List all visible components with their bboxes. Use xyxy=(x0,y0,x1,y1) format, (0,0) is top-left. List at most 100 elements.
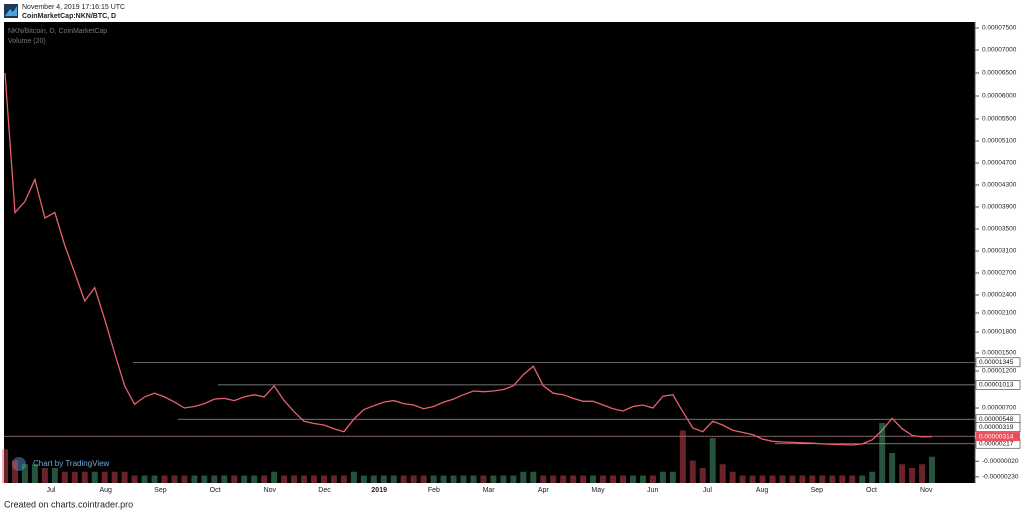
volume-bar xyxy=(241,475,248,483)
logo xyxy=(4,4,18,18)
level-label: 0.00000217 xyxy=(979,440,1014,447)
volume-bar xyxy=(570,475,577,483)
volume-bar xyxy=(540,475,547,483)
volume-bar xyxy=(81,471,88,483)
x-tick-label: May xyxy=(591,487,605,494)
x-tick-label: Jun xyxy=(647,487,658,494)
volume-bar xyxy=(2,449,8,483)
volume-bar xyxy=(819,475,826,483)
x-tick-label: Aug xyxy=(99,487,112,494)
volume-bar xyxy=(11,460,18,483)
y-tick-label: 0.00003100 xyxy=(982,248,1017,255)
y-tick-label: 0.00000700 xyxy=(982,405,1017,412)
x-tick-label: 2019 xyxy=(371,487,387,494)
volume-bar xyxy=(610,475,617,483)
level-label: 0.00000319 xyxy=(979,424,1014,431)
volume-bar xyxy=(799,475,806,483)
volume-bar xyxy=(141,475,148,483)
volume-bar xyxy=(201,475,208,483)
volume-bar xyxy=(709,438,716,483)
volume-bar xyxy=(779,475,786,483)
y-tick-label: 0.00002400 xyxy=(982,292,1017,299)
volume-bar xyxy=(679,430,686,483)
volume-bar xyxy=(590,475,597,483)
volume-bar xyxy=(370,475,377,483)
y-tick-label: 0.00005100 xyxy=(982,138,1017,145)
volume-bar xyxy=(281,475,288,483)
price-line xyxy=(4,72,933,446)
y-tick-label: 0.00006500 xyxy=(982,70,1017,77)
x-tick-label: Aug xyxy=(756,487,769,494)
volume-bar xyxy=(859,475,866,483)
volume-bar xyxy=(380,475,387,483)
y-tick-label: 0.00005500 xyxy=(982,116,1017,123)
volume-bar xyxy=(789,475,796,483)
volume-bar xyxy=(330,475,337,483)
volume-bar xyxy=(71,471,78,483)
x-tick-label: Feb xyxy=(428,487,440,494)
volume-bar xyxy=(311,475,317,483)
y-tick-label: -0.00000020 xyxy=(982,458,1019,465)
last-price-box xyxy=(976,432,1020,442)
x-tick-label: Oct xyxy=(866,487,877,494)
volume-bar xyxy=(211,475,218,483)
volume-bar xyxy=(839,475,846,483)
volume-bar xyxy=(669,471,676,483)
volume-bar xyxy=(759,475,766,483)
level-label-box xyxy=(975,357,1021,368)
y-tick-label: 0.00002100 xyxy=(982,310,1017,317)
volume-bar xyxy=(600,475,607,483)
x-tick-label: Nov xyxy=(264,487,277,494)
volume-bar xyxy=(61,471,68,483)
volume-bar xyxy=(500,475,507,483)
level-label-box xyxy=(975,380,1021,390)
volume-bar xyxy=(649,475,656,483)
y-tick-label: 0.00007000 xyxy=(982,47,1017,54)
volume-bar xyxy=(729,471,736,483)
volume-bar xyxy=(639,475,646,483)
y-tick-label: 0.00003500 xyxy=(982,226,1017,233)
volume-bar xyxy=(101,471,108,483)
x-tick-label: Dec xyxy=(318,487,331,494)
volume-bar xyxy=(121,471,128,483)
x-tick-label: Sep xyxy=(154,487,167,494)
branding[interactable]: Chart by TradingView xyxy=(12,457,110,471)
volume-bar xyxy=(620,475,626,483)
volume-bar xyxy=(440,475,447,483)
volume-label: Volume (20) xyxy=(8,38,46,45)
volume-bar xyxy=(739,475,746,483)
volume-bar xyxy=(251,475,258,483)
volume-bar xyxy=(171,475,178,483)
volume-bar xyxy=(919,464,926,483)
volume-bar xyxy=(520,471,527,483)
volume-bar xyxy=(480,475,487,483)
volume-bar xyxy=(360,475,367,483)
x-tick-label: Oct xyxy=(210,487,221,494)
x-tick-label: Jul xyxy=(47,487,56,494)
y-tick-label: 0.00007500 xyxy=(982,25,1017,32)
volume-bar xyxy=(929,456,935,483)
volume-bar xyxy=(231,475,238,483)
y-tick-label: -0.00000230 xyxy=(982,474,1019,481)
volume-bar xyxy=(849,475,856,483)
volume-bar xyxy=(51,468,58,483)
volume-bar xyxy=(629,475,636,483)
volume-bar xyxy=(879,423,886,483)
x-tick-label: Jul xyxy=(703,487,712,494)
volume-bar xyxy=(470,475,477,483)
level-label-box xyxy=(975,422,1021,432)
branding-icon xyxy=(12,457,26,471)
volume-bar xyxy=(271,471,278,483)
volume-bar xyxy=(320,475,327,483)
volume-bar xyxy=(161,475,168,483)
level-label: 0.00001345 xyxy=(979,359,1014,366)
x-tick-label: Apr xyxy=(538,487,550,494)
volume-bar xyxy=(221,475,228,483)
volume-bar xyxy=(21,464,28,483)
volume-bar xyxy=(41,468,48,483)
volume-bar xyxy=(719,464,726,483)
y-tick-label: 0.00003900 xyxy=(982,204,1017,211)
volume-bar xyxy=(899,464,906,483)
branding-text[interactable]: Chart by TradingView xyxy=(33,459,110,468)
